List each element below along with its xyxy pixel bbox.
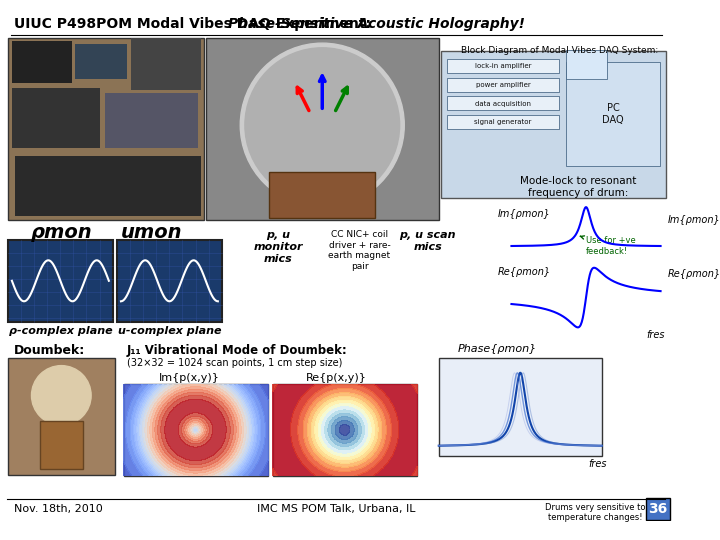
Text: Nov. 18th, 2010: Nov. 18th, 2010	[14, 504, 102, 515]
Text: PC
DAQ: PC DAQ	[602, 103, 624, 125]
Text: CC NIC+ coil
driver + rare-
earth magnet
pair: CC NIC+ coil driver + rare- earth magnet…	[328, 231, 391, 271]
Text: Im{p(x,y)}: Im{p(x,y)}	[158, 373, 220, 383]
Text: lock-in amplifier: lock-in amplifier	[474, 63, 531, 70]
Text: u-complex plane: u-complex plane	[117, 326, 221, 335]
Text: IMC MS POM Talk, Urbana, IL: IMC MS POM Talk, Urbana, IL	[257, 504, 415, 515]
Circle shape	[32, 366, 91, 425]
Circle shape	[245, 48, 400, 203]
Text: Use for +ve
feedback!: Use for +ve feedback!	[580, 236, 636, 256]
Text: fres: fres	[647, 330, 665, 340]
FancyBboxPatch shape	[12, 88, 101, 149]
FancyBboxPatch shape	[12, 41, 73, 83]
Text: Re{p(x,y)}: Re{p(x,y)}	[306, 373, 366, 383]
FancyBboxPatch shape	[441, 51, 666, 198]
Text: ρmon: ρmon	[30, 223, 92, 242]
FancyBboxPatch shape	[447, 78, 559, 92]
FancyBboxPatch shape	[438, 358, 602, 456]
Text: Block Diagram of Modal Vibes DAQ System:: Block Diagram of Modal Vibes DAQ System:	[462, 46, 659, 55]
Text: Im{ρmon}: Im{ρmon}	[668, 215, 720, 225]
FancyBboxPatch shape	[117, 240, 222, 322]
FancyBboxPatch shape	[567, 62, 660, 166]
FancyBboxPatch shape	[131, 38, 201, 90]
FancyBboxPatch shape	[447, 115, 559, 129]
Text: data acquisition: data acquisition	[475, 101, 531, 107]
FancyBboxPatch shape	[76, 44, 127, 79]
FancyBboxPatch shape	[273, 384, 418, 476]
FancyBboxPatch shape	[14, 156, 201, 217]
Text: (32×32 = 1024 scan points, 1 cm step size): (32×32 = 1024 scan points, 1 cm step siz…	[127, 358, 342, 368]
Text: Phase{ρmon}: Phase{ρmon}	[457, 344, 536, 354]
Text: Re{ρmon}: Re{ρmon}	[498, 267, 551, 277]
Text: Drums very sensitive to
temperature changes!: Drums very sensitive to temperature chan…	[545, 503, 646, 522]
Text: signal generator: signal generator	[474, 119, 532, 125]
Text: J₁₁ Vibrational Mode of Doumbek:: J₁₁ Vibrational Mode of Doumbek:	[127, 344, 347, 357]
Text: UIUC P498POM Modal Vibes DAQ Experiment:: UIUC P498POM Modal Vibes DAQ Experiment:	[14, 17, 376, 31]
Text: umon: umon	[121, 223, 182, 242]
Text: Im{ρmon}: Im{ρmon}	[498, 209, 550, 219]
FancyBboxPatch shape	[8, 358, 115, 475]
Text: 36: 36	[648, 502, 667, 516]
Text: Re{ρmon}: Re{ρmon}	[668, 269, 720, 279]
Text: Mode-lock to resonant
frequency of drum:: Mode-lock to resonant frequency of drum:	[521, 176, 636, 198]
FancyBboxPatch shape	[206, 38, 438, 220]
Text: Doumbek:: Doumbek:	[14, 344, 85, 357]
FancyBboxPatch shape	[447, 96, 559, 110]
Text: p, u
monitor
mics: p, u monitor mics	[253, 231, 303, 264]
FancyBboxPatch shape	[124, 384, 269, 476]
Circle shape	[240, 43, 404, 207]
Text: power amplifier: power amplifier	[476, 82, 531, 88]
FancyBboxPatch shape	[447, 59, 559, 73]
FancyBboxPatch shape	[8, 38, 204, 220]
FancyBboxPatch shape	[567, 50, 608, 79]
FancyBboxPatch shape	[646, 498, 670, 521]
Text: Phase-Sensitive Acoustic Holography!: Phase-Sensitive Acoustic Holography!	[228, 17, 525, 31]
FancyBboxPatch shape	[8, 240, 112, 322]
Text: p, u scan
mics: p, u scan mics	[400, 231, 456, 252]
FancyBboxPatch shape	[40, 421, 83, 469]
FancyBboxPatch shape	[105, 92, 198, 148]
FancyBboxPatch shape	[269, 172, 375, 218]
Text: fres: fres	[588, 459, 606, 469]
Text: ρ-complex plane: ρ-complex plane	[9, 326, 112, 335]
